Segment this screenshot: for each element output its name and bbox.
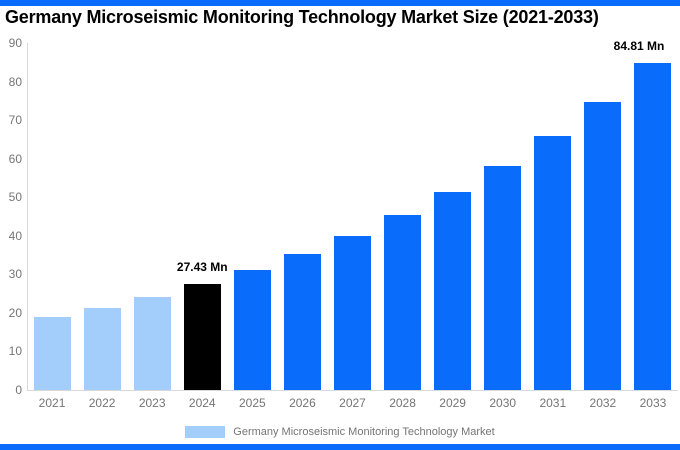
bar-2024 [183, 284, 221, 390]
bar-2032 [584, 101, 622, 390]
x-tick-label: 2029 [439, 396, 466, 410]
bar-2030 [484, 165, 522, 390]
y-axis-line [27, 43, 28, 390]
bar-2022 [83, 307, 121, 390]
bar-2026 [283, 254, 321, 390]
bar-2029 [434, 192, 472, 390]
y-tick-label: 20 [8, 305, 22, 320]
bar-2025 [233, 270, 271, 390]
legend-label: Germany Microseismic Monitoring Technolo… [233, 425, 495, 438]
bar-2027 [334, 235, 371, 390]
chart-title: Germany Microseismic Monitoring Technolo… [5, 7, 599, 27]
x-tick-label: 2025 [238, 396, 266, 410]
x-tick-label: 2023 [138, 396, 166, 410]
y-tick-label: 30 [8, 267, 22, 282]
y-tick-label: 70 [8, 113, 22, 128]
legend-swatch [185, 426, 226, 438]
legend: Germany Microseismic Monitoring Technolo… [0, 425, 680, 439]
x-axis-line [27, 390, 678, 391]
bar-2023 [133, 296, 171, 390]
y-tick-label: 50 [8, 190, 22, 205]
bottom-accent-bar [0, 444, 680, 450]
y-tick-label: 0 [15, 383, 22, 397]
y-tick-label: 40 [8, 228, 22, 243]
bar-2021 [33, 317, 71, 390]
x-tick-label: 2027 [339, 396, 366, 410]
bar-2031 [534, 135, 572, 390]
y-tick-label: 90 [8, 36, 22, 50]
x-tick-label: 2022 [88, 396, 116, 410]
y-tick-label: 60 [8, 151, 22, 166]
x-tick-label: 2021 [38, 396, 66, 410]
bar-value-label: 27.43 Mn [176, 260, 228, 275]
bar-2028 [384, 215, 422, 390]
x-tick-label: 2030 [489, 396, 517, 410]
x-tick-label: 2031 [539, 396, 567, 410]
bar-2033 [634, 63, 672, 390]
x-tick-label: 2024 [188, 396, 216, 410]
x-tick-label: 2032 [589, 396, 617, 410]
x-tick-label: 2028 [389, 396, 416, 410]
bar-value-label: 84.81 Mn [613, 39, 665, 53]
y-tick-label: 80 [8, 74, 22, 89]
y-tick-label: 10 [8, 344, 22, 359]
top-accent-bar [0, 0, 680, 6]
x-tick-label: 2026 [289, 396, 316, 410]
x-tick-label: 2033 [639, 396, 667, 410]
